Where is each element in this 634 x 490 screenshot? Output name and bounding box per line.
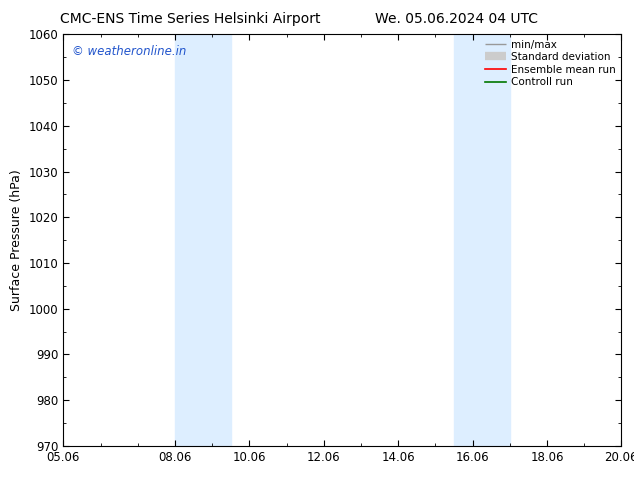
Legend: min/max, Standard deviation, Ensemble mean run, Controll run: min/max, Standard deviation, Ensemble me…	[483, 37, 618, 89]
Bar	[175, 34, 231, 446]
Text: CMC-ENS Time Series Helsinki Airport: CMC-ENS Time Series Helsinki Airport	[60, 12, 320, 26]
Text: We. 05.06.2024 04 UTC: We. 05.06.2024 04 UTC	[375, 12, 538, 26]
Y-axis label: Surface Pressure (hPa): Surface Pressure (hPa)	[10, 169, 23, 311]
Bar	[454, 34, 510, 446]
Text: © weatheronline.in: © weatheronline.in	[72, 45, 186, 58]
